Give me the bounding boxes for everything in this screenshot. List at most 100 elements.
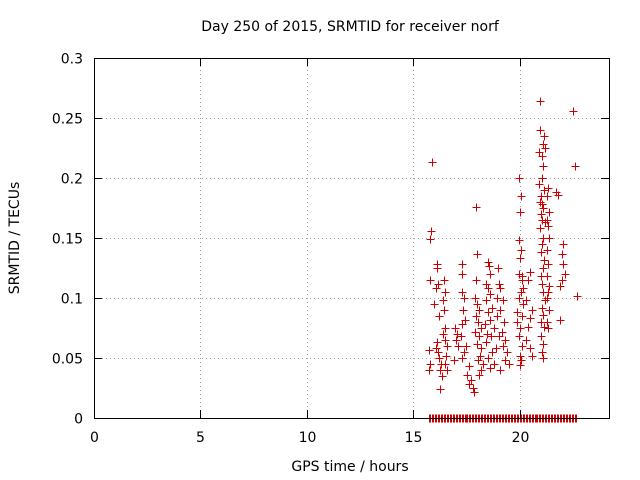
data-point: [434, 348, 443, 357]
data-point: [499, 342, 508, 351]
data-point: [486, 270, 495, 279]
y-tick-label: 0.25: [52, 112, 83, 128]
data-point: [441, 360, 450, 369]
data-point: [426, 235, 435, 244]
data-point: [467, 376, 476, 385]
data-point: [545, 282, 554, 291]
data-point: [469, 384, 478, 393]
data-point: [524, 323, 533, 332]
data-point: [439, 296, 448, 305]
y-tick-label: 0: [74, 412, 83, 428]
data-point: [539, 340, 548, 349]
data-point: [475, 371, 484, 380]
data-point: [501, 336, 510, 345]
data-point: [539, 264, 548, 273]
data-point: [459, 306, 468, 315]
data-point: [541, 296, 550, 305]
data-point: [543, 246, 552, 255]
axis-ticks: 0 0.05 0.1 0.15 0.2 0.25 0.3 0 5 10 15 20: [52, 52, 609, 446]
data-point: [516, 361, 525, 370]
data-point: [540, 323, 549, 332]
data-point: [442, 352, 451, 361]
data-point: [544, 324, 553, 333]
data-point: [438, 372, 447, 381]
data-point: [538, 240, 547, 249]
x-tick-label: 15: [405, 430, 423, 446]
x-tick-label: 0: [90, 430, 99, 446]
data-point: [432, 344, 441, 353]
data-point: [475, 306, 484, 315]
data-point: [515, 294, 524, 303]
data-point: [477, 324, 486, 333]
data-point: [427, 227, 436, 236]
data-point: [440, 276, 449, 285]
data-point: [501, 356, 510, 365]
data-point: [481, 320, 490, 329]
data-point: [425, 366, 434, 375]
data-point: [432, 284, 441, 293]
data-point: [486, 364, 495, 373]
data-point: [488, 348, 497, 357]
data-point: [539, 311, 548, 320]
data-point: [558, 250, 567, 259]
data-point: [540, 132, 549, 141]
data-point: [544, 184, 553, 193]
data-point: [482, 338, 491, 347]
data-point: [556, 316, 565, 325]
data-point: [479, 360, 488, 369]
data-point: [503, 348, 512, 357]
data-point: [545, 234, 554, 243]
data-point: [571, 162, 580, 171]
data-point: [490, 324, 499, 333]
grid: [94, 58, 609, 418]
data-point: [573, 292, 582, 301]
chart-title: Day 250 of 2015, SRMTID for receiver nor…: [201, 19, 500, 35]
data-point: [536, 198, 545, 207]
data-point: [543, 272, 552, 281]
data-point: [516, 254, 525, 263]
data-point: [441, 336, 450, 345]
data-point: [451, 324, 460, 333]
data-point: [505, 360, 514, 369]
data-point: [537, 210, 546, 219]
data-point: [474, 356, 483, 365]
data-point: [526, 268, 535, 277]
data-point: [474, 318, 483, 327]
data-point: [452, 336, 461, 345]
data-point: [477, 366, 486, 375]
data-point: [487, 332, 496, 341]
data-point: [558, 276, 567, 285]
data-point: [458, 354, 467, 363]
data-point: [517, 288, 526, 297]
data-point: [477, 344, 486, 353]
data-point: [556, 282, 565, 291]
data-point: [488, 304, 497, 313]
data-point: [454, 342, 463, 351]
data-point: [436, 366, 445, 375]
data-point: [519, 284, 528, 293]
data-point: [458, 288, 467, 297]
data-point: [430, 300, 439, 309]
data-point: [545, 306, 554, 315]
data-point: [541, 144, 550, 153]
data-point: [526, 344, 535, 353]
y-tick-label: 0.05: [52, 352, 83, 368]
y-tick-label: 0.3: [61, 52, 83, 68]
data-point: [543, 216, 552, 225]
data-point: [458, 260, 467, 269]
x-axis-label: GPS time / hours: [291, 459, 408, 475]
data-point: [435, 354, 444, 363]
data-point: [539, 162, 548, 171]
data-point: [524, 276, 533, 285]
data-point: [440, 306, 449, 315]
data-point: [538, 348, 547, 357]
data-point: [490, 360, 499, 369]
data-point: [522, 296, 531, 305]
data-point: [544, 288, 553, 297]
data-point: [515, 332, 524, 341]
data-point: [543, 192, 552, 201]
data-point: [559, 260, 568, 269]
data-point: [538, 200, 547, 209]
data-point: [485, 262, 494, 271]
data-point: [495, 332, 504, 341]
